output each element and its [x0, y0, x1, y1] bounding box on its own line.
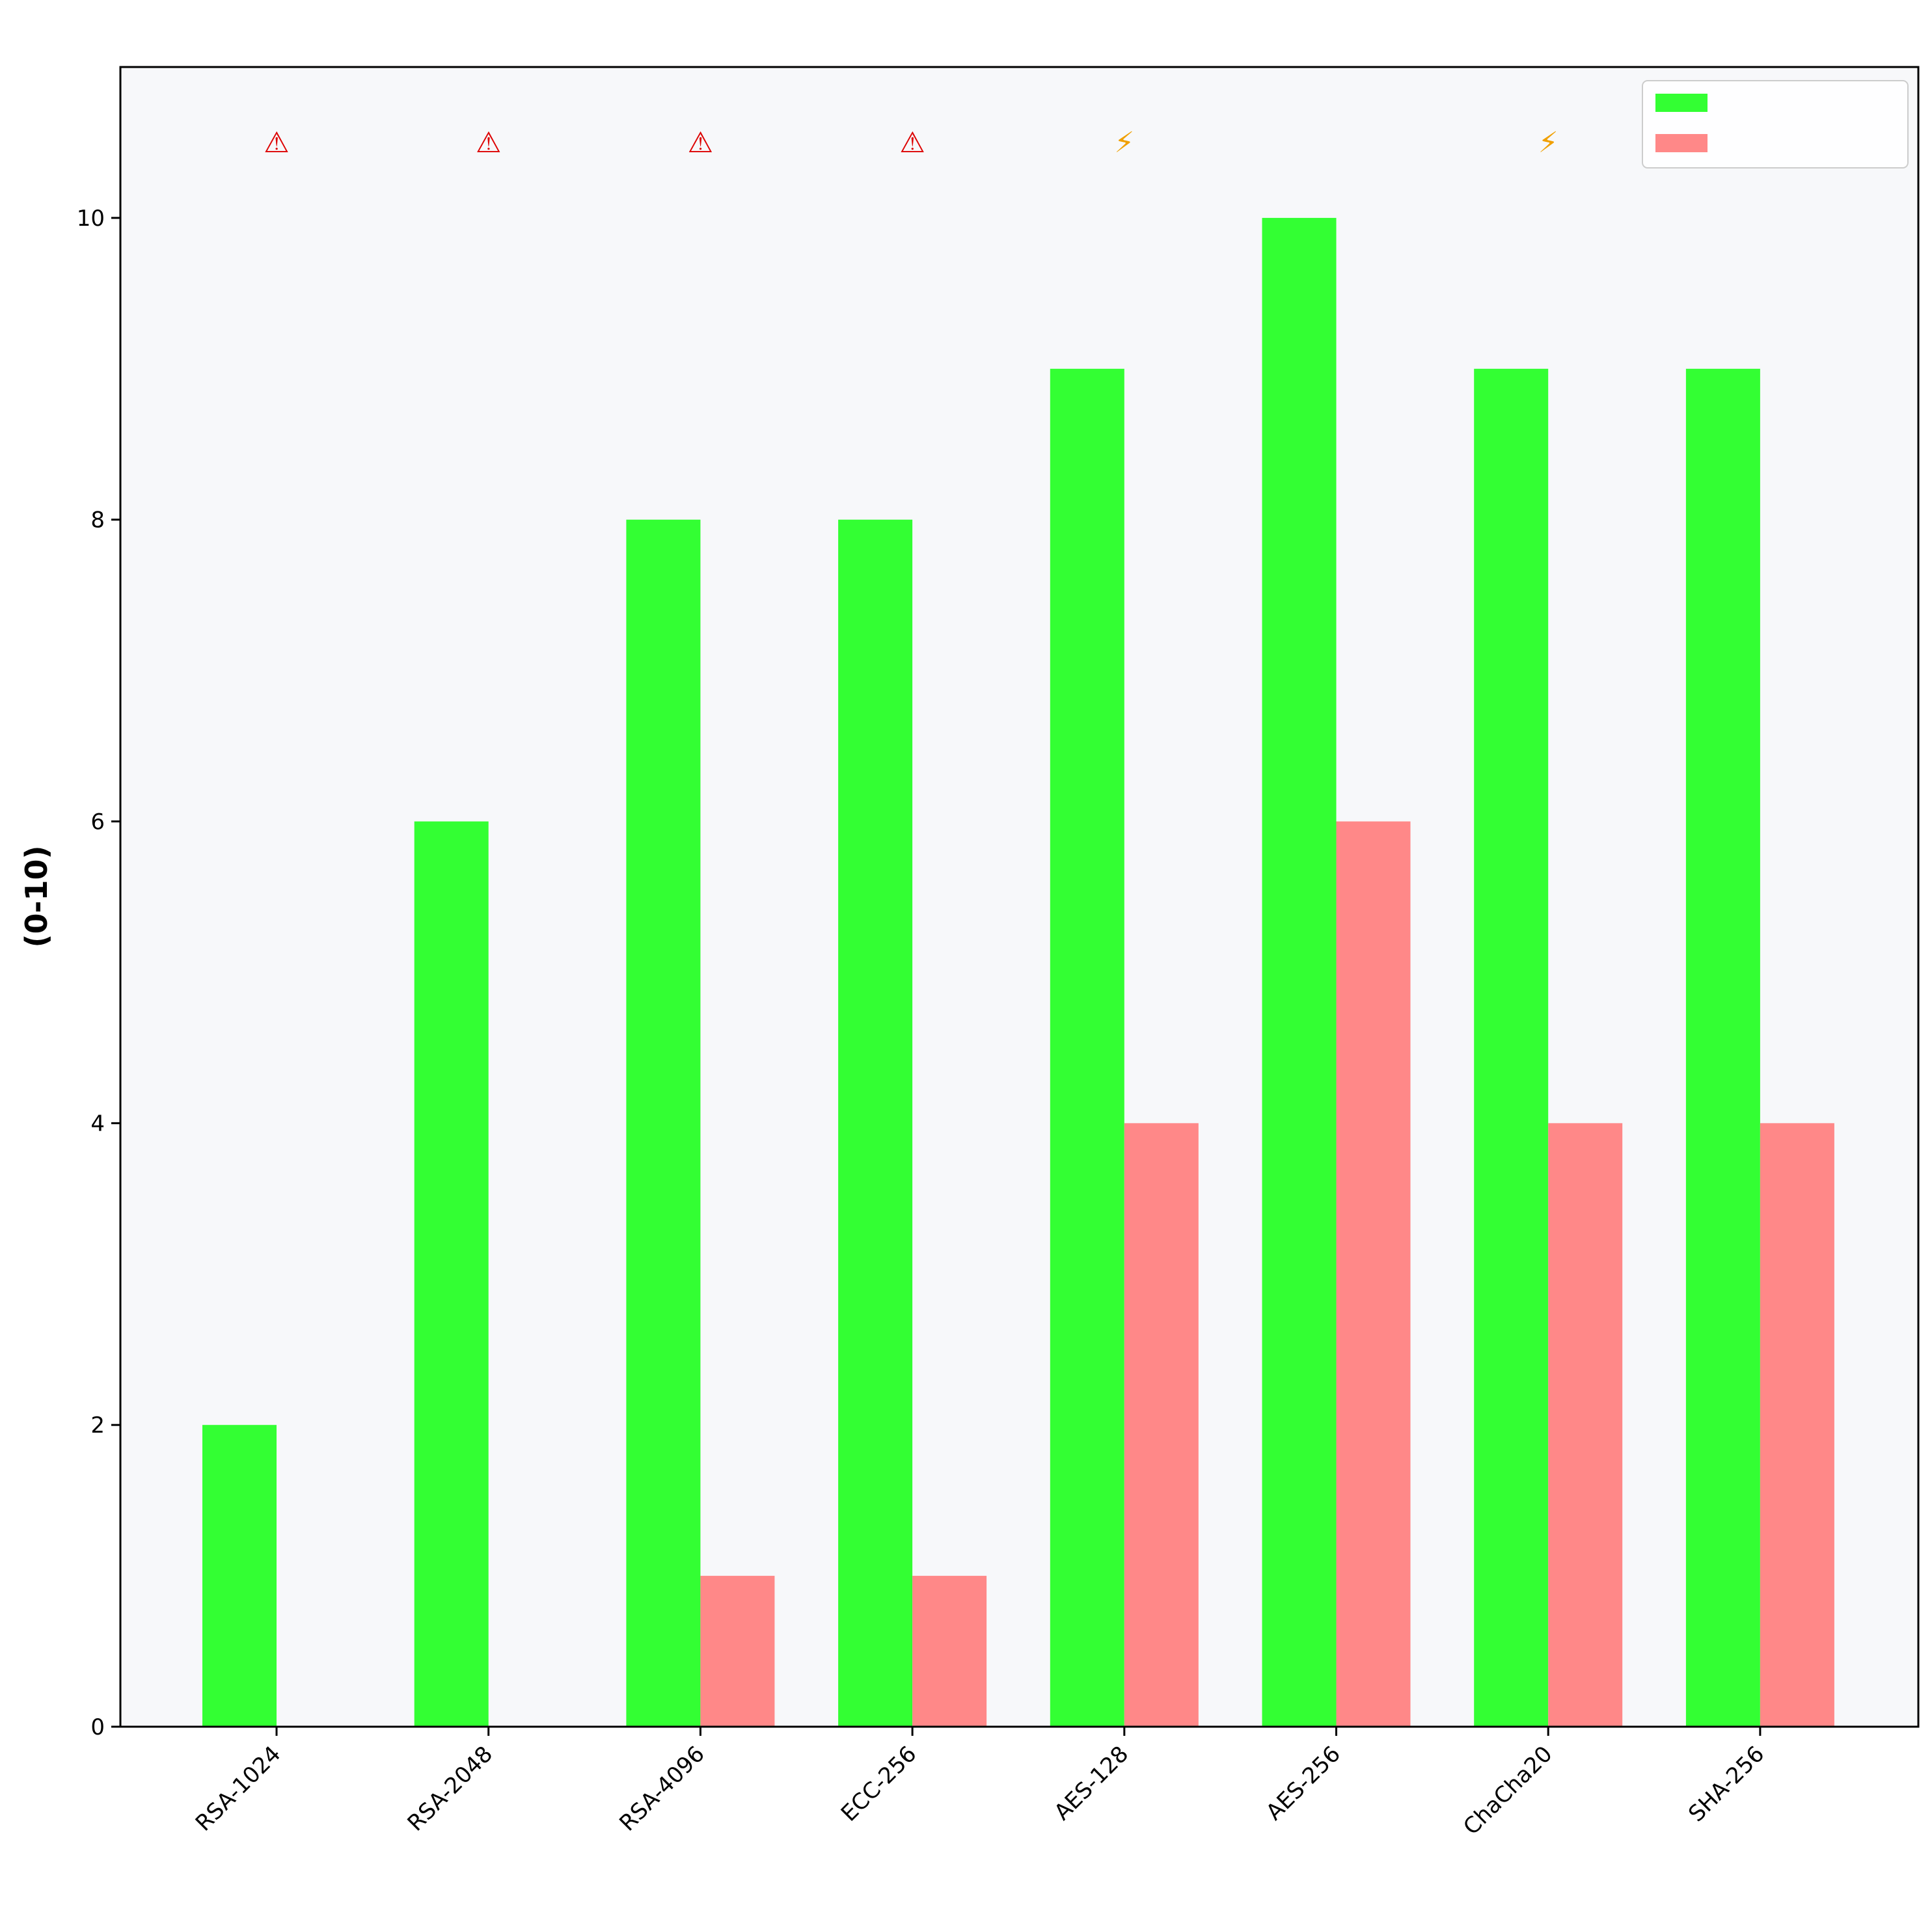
- y-tick-label: 0: [90, 1714, 105, 1740]
- bar-series-2-aes-128: [1124, 1123, 1199, 1727]
- plot-frame: [119, 66, 1920, 1728]
- legend-swatch-series-2: [1655, 134, 1708, 152]
- bar-series-1-ecc-256: [838, 519, 913, 1727]
- bar-series-1-rsa-4096: [626, 519, 701, 1727]
- bar-series-2-rsa-4096: [700, 1576, 775, 1727]
- annotation-rsa-4096: ⚠: [688, 126, 713, 159]
- legend: [1642, 80, 1909, 169]
- bar-series-1-rsa-1024: [202, 1425, 277, 1727]
- annotation-rsa-2048: ⚠: [476, 126, 501, 159]
- bar-series-1-aes-128: [1050, 368, 1124, 1727]
- bar-series-1-aes-256: [1262, 217, 1337, 1727]
- bar-series-1-chacha20: [1474, 368, 1549, 1727]
- annotation-chacha20: ⚡: [1538, 126, 1558, 159]
- plot-area: [120, 67, 1918, 1727]
- y-tick-label: 4: [90, 1111, 105, 1137]
- y-tick-label: 6: [90, 809, 105, 835]
- y-axis-label: (0-10): [19, 845, 54, 947]
- bar-series-1-sha-256: [1685, 368, 1760, 1727]
- legend-swatch-series-1: [1655, 94, 1708, 112]
- legend-box: [1642, 80, 1909, 169]
- annotation-ecc-256: ⚠: [899, 126, 925, 159]
- y-tick-label: 10: [77, 206, 105, 232]
- bar-series-2-ecc-256: [912, 1576, 987, 1727]
- bar-series-2-aes-256: [1336, 821, 1411, 1727]
- y-tick-label: 2: [90, 1412, 105, 1438]
- y-tick-label: 8: [90, 507, 105, 533]
- annotation-aes-128: ⚡: [1114, 126, 1134, 159]
- bar-series-1-rsa-2048: [414, 821, 489, 1727]
- annotation-rsa-1024: ⚠: [264, 126, 289, 159]
- bar-series-2-chacha20: [1548, 1123, 1623, 1727]
- bar-series-2-sha-256: [1760, 1123, 1834, 1727]
